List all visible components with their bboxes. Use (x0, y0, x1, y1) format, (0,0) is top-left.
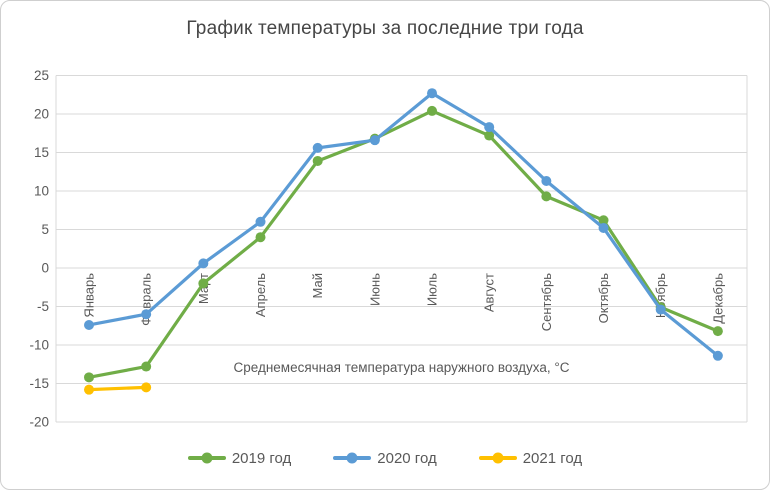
legend-item-2020: 2020 год (333, 449, 437, 467)
svg-text:25: 25 (34, 68, 49, 83)
legend-item-2021: 2021 год (478, 449, 583, 467)
legend-line-marker-icon (478, 452, 517, 464)
svg-text:Август: Август (482, 273, 497, 312)
svg-text:Апрель: Апрель (253, 273, 268, 317)
svg-text:Июль: Июль (425, 273, 440, 306)
legend-line-marker-icon (187, 452, 226, 464)
legend-line-marker-icon (333, 452, 372, 464)
legend-dot-icon (346, 452, 358, 464)
svg-text:20: 20 (34, 107, 49, 122)
legend-label: 2020 год (377, 449, 437, 467)
legend-item-2019: 2019 год (187, 449, 292, 467)
legend-dot-icon (492, 452, 504, 464)
legend: 2019 год 2020 год 2021 год (1, 445, 769, 471)
svg-text:-10: -10 (29, 338, 49, 353)
svg-text:-20: -20 (29, 415, 49, 430)
svg-text:Май: Май (310, 273, 325, 298)
legend-label: 2021 год (522, 449, 583, 467)
legend-label: 2019 год (231, 449, 292, 467)
svg-text:5: 5 (41, 222, 49, 237)
svg-text:15: 15 (34, 145, 49, 160)
svg-text:10: 10 (34, 184, 49, 199)
svg-text:Декабрь: Декабрь (710, 273, 725, 324)
svg-text:-5: -5 (37, 299, 49, 314)
svg-text:Октябрь: Октябрь (596, 273, 611, 324)
x-axis-title: Среднемесячная температура наружного воз… (233, 360, 570, 375)
legend-dot-icon (201, 452, 213, 464)
svg-text:0: 0 (41, 261, 49, 276)
svg-text:Январь: Январь (82, 273, 97, 318)
svg-text:Сентябрь: Сентябрь (539, 273, 554, 331)
svg-text:-15: -15 (29, 376, 49, 391)
chart-title: График температуры за последние три года (186, 18, 584, 39)
svg-text:Июнь: Июнь (367, 273, 382, 306)
